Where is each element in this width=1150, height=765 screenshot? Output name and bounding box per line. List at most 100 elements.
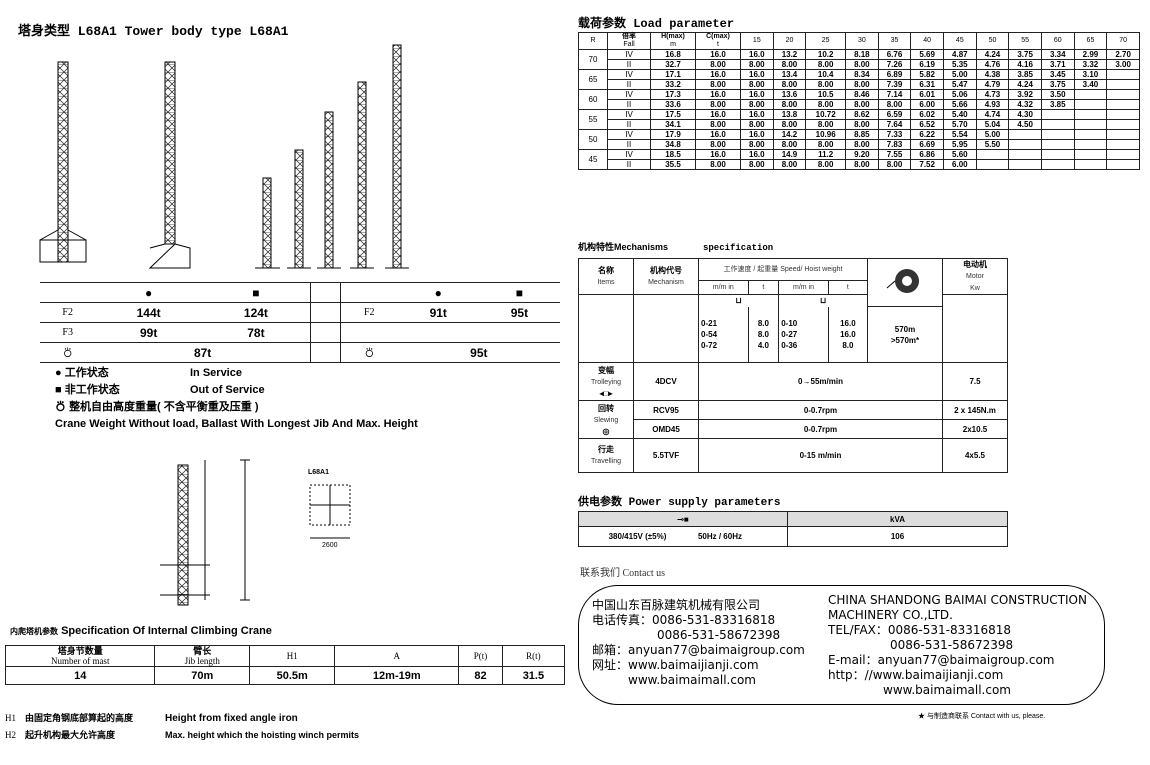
cell: Motor	[966, 273, 984, 280]
legend: ● 工作状态 In Service ■ 非工作状态 Out of Service ⛣…	[55, 365, 418, 433]
contact-right: CHINA SHANDONG BAIMAI CONSTRUCTION MACHIN…	[828, 593, 1087, 698]
cell: 3.85	[1040, 99, 1075, 110]
cell: 8.00	[740, 59, 774, 70]
cell: 6.01	[910, 89, 944, 100]
cell: 8.00	[805, 159, 847, 170]
cell: IV	[607, 129, 651, 140]
cell: 3.50	[1040, 89, 1075, 100]
load-table: R 倍率 Fall H(max) m C(max) t 15 20 25 30 35 40 45 50 55 6…	[578, 32, 1140, 170]
cell: F3	[40, 322, 96, 343]
cell	[1106, 99, 1140, 110]
cell: 8.00	[845, 79, 879, 90]
cell	[1073, 99, 1108, 110]
line: 邮箱：anyuan77@baimaigroup.com	[592, 643, 805, 657]
cell: 8.00	[740, 139, 774, 150]
cell	[1073, 109, 1108, 120]
cell: 50	[578, 129, 608, 150]
cell: 3.40	[1073, 79, 1108, 90]
cell	[1106, 89, 1140, 100]
cell	[1106, 109, 1140, 120]
cell: 4.79	[975, 79, 1010, 90]
cell	[975, 149, 1010, 160]
cell: 17.9	[650, 129, 696, 140]
cell: F2	[340, 302, 398, 323]
cell: 14.2	[772, 129, 807, 140]
cell: 5.54	[943, 129, 977, 140]
cell: 8.00	[845, 59, 879, 70]
cell	[975, 159, 1010, 170]
cell: 570m	[894, 324, 916, 334]
row: 60 IV 17.3 16.0 16.0 13.6 10.5 8.46 7.14 6.01 5.06…	[578, 89, 1140, 110]
cell: Kw	[970, 285, 980, 292]
line: 0086-531-58672398	[890, 638, 1014, 652]
cell: Trolleying	[590, 378, 622, 386]
legend-cn: ■ 非工作状态	[55, 384, 120, 396]
cell	[1106, 119, 1140, 130]
cell: 7.52	[910, 159, 944, 170]
line: 电话传真：0086-531-83316818	[592, 613, 776, 627]
cell: 8.00	[772, 99, 807, 110]
cell: 5.66	[943, 99, 977, 110]
cell: 倍率 Fall	[607, 32, 651, 50]
contact-footnote: ★ 与制造商联系 Contact with us, please.	[918, 713, 1046, 720]
cell: 8.00	[877, 159, 912, 170]
mechanism-table: 名称 Items 机构代号 Mechanism 工作速度 / 起重量 Speed/ …	[578, 258, 1008, 473]
cell: t	[747, 280, 780, 295]
cell	[1008, 159, 1042, 170]
cell: 8.00	[845, 159, 879, 170]
cell	[1073, 89, 1108, 100]
cell: 7.14	[877, 89, 912, 100]
cell: 0-0.7rpm	[698, 400, 943, 420]
cell: IV	[607, 49, 651, 60]
motor-icon	[886, 269, 919, 293]
cell: 13.4	[772, 69, 807, 80]
cell: 5.50	[975, 139, 1010, 150]
cell: 30	[845, 32, 879, 50]
note-en: Max. height which the hoisting winch per…	[165, 730, 360, 740]
cell: 16.0	[740, 129, 774, 140]
cell: 4.93	[975, 99, 1010, 110]
cell: 33.6	[650, 99, 696, 110]
cell: 10.72	[805, 109, 847, 120]
cell: 5.35	[943, 59, 977, 70]
cell: 8.00	[805, 79, 847, 90]
cell: RCV95	[633, 400, 699, 420]
cell: 16.0	[695, 149, 741, 160]
cell: 13.2	[772, 49, 807, 60]
cell: 35	[877, 32, 912, 50]
cell: Travelling	[590, 458, 622, 465]
cell: 95t	[397, 342, 560, 363]
cell: 2x10.5	[942, 419, 1008, 439]
cell: 55	[1008, 32, 1042, 50]
row: 45 IV 18.5 16.0 16.0 14.9 11.2 9.20 7.55 6.86 5.60	[578, 149, 1140, 170]
cell: 4.38	[975, 69, 1010, 80]
cell: 8.85	[845, 129, 879, 140]
cell: 3.92	[1008, 89, 1042, 100]
cell: 16.0	[740, 109, 774, 120]
cell: 8.18	[845, 49, 879, 60]
drawing-label: L68A1	[308, 469, 329, 476]
cell: 4.0	[757, 340, 769, 350]
cell: m	[670, 41, 676, 48]
cell: 5.00	[975, 129, 1010, 140]
cell: II	[607, 79, 651, 90]
cell: m/m in	[778, 280, 829, 295]
title: 塔身类型 L68A1 Tower body type L68A1	[18, 20, 288, 39]
line: 中国山东百脉建筑机械有限公司	[592, 598, 761, 612]
cell: 0→55m/min	[698, 362, 943, 401]
cell: 87t	[95, 342, 311, 363]
cell: Number of mast	[50, 656, 110, 666]
cell	[1040, 139, 1075, 150]
cell: 6.52	[910, 119, 944, 130]
cell: 16.0	[695, 129, 741, 140]
power-title: 供电参数 Power supply parameters	[578, 497, 781, 509]
row: 65 IV 17.1 16.0 16.0 13.4 10.4 8.34 6.89 5.82 5.00…	[578, 69, 1140, 90]
cell: C(max)	[706, 33, 730, 40]
line: www.baimaimall.com	[628, 673, 756, 687]
cell: 0-10	[781, 318, 798, 328]
cell: 60	[1040, 32, 1075, 50]
dimension: 2600	[322, 542, 338, 549]
cell	[1073, 159, 1108, 170]
cell: 塔身节数量	[57, 646, 103, 656]
cell: 45	[943, 32, 977, 50]
